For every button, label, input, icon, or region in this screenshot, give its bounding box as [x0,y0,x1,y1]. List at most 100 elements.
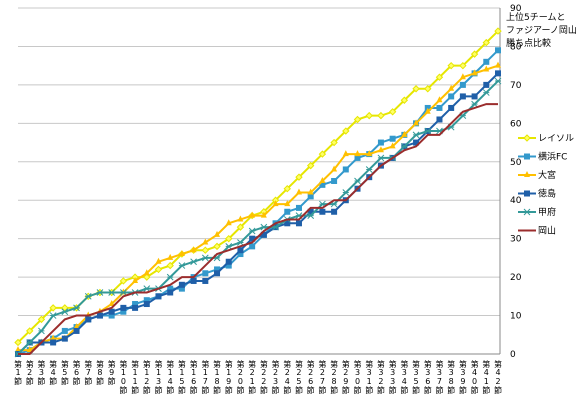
x-tick-label: 第33節 [388,359,397,395]
x-tick-label: 第38節 [447,359,456,395]
x-tick-label: 第8節 [95,359,104,386]
point [225,243,233,250]
point [26,339,34,346]
series-line [17,80,499,355]
x-tick-label: 第10節 [119,359,128,395]
point [523,208,531,216]
point [84,292,92,300]
point [523,134,531,142]
point [436,104,443,111]
point [237,251,244,258]
point [284,220,291,227]
x-tick-label: 第28節 [330,359,339,395]
x-tick-label: 第7節 [84,359,93,386]
x-tick-label: 第20節 [236,359,245,395]
point [38,327,45,335]
point [132,301,139,308]
point [166,261,174,270]
y-tick-label: 60 [510,119,522,129]
point [178,250,185,257]
point [447,61,455,70]
x-tick-label: 第21節 [248,359,257,395]
point [190,277,197,284]
chart-title: ファジアーノ岡山 [506,25,577,36]
point [202,277,209,284]
point [524,190,530,197]
x-tick-label: 第15節 [177,359,186,395]
y-tick-label: 70 [510,81,522,91]
point [524,153,530,160]
point [366,150,373,157]
point [61,308,69,316]
point [413,119,420,126]
y-tick-label: 40 [510,196,522,206]
point [132,304,139,311]
point [448,84,455,91]
x-tick-label: 第35節 [412,359,421,395]
point [424,107,431,114]
point [459,81,466,88]
x-tick-label: 第29節 [341,359,350,395]
point [237,239,244,246]
point [342,166,349,173]
point [132,276,139,283]
point [119,277,128,285]
point [413,139,420,146]
x-tick-label: 第42節 [494,359,503,395]
point [448,93,455,100]
y-tick-label: 30 [510,235,522,245]
point [483,65,490,72]
point [471,100,478,108]
x-tick-label: 第36節 [423,359,432,395]
point [14,338,22,347]
x-tick-label: 第30節 [353,359,362,395]
point [435,73,444,81]
point [249,211,256,218]
y-tick-label: 0 [510,350,516,360]
point [73,323,80,330]
point [143,297,150,304]
y-tick-label: 20 [510,273,522,283]
point [120,308,127,315]
point [237,247,244,254]
point [201,246,210,254]
point [155,257,162,264]
point [331,165,338,172]
point [73,304,80,312]
chart-title: 勝ち点比較 [506,37,551,49]
x-tick-label: 第26節 [306,359,315,395]
point [377,154,385,162]
point [190,258,197,266]
point [225,262,232,269]
point [190,246,197,253]
point [96,312,103,319]
y-tick-label: 80 [510,42,522,52]
point [108,300,115,307]
x-tick-label: 第37節 [435,359,444,395]
point [143,285,151,292]
point [354,154,361,161]
point [412,85,420,93]
point [178,281,185,288]
series-line [17,49,499,355]
point [108,289,116,296]
x-tick-label: 第32節 [376,359,385,395]
point [483,58,490,65]
point [436,96,443,103]
point [307,212,315,219]
point [167,289,174,296]
point [214,270,221,277]
point [318,150,327,158]
point [284,208,291,215]
point [307,193,314,200]
x-tick-label: 第3節 [37,359,46,386]
legend-label: 横浜FC [538,151,567,163]
point [201,254,209,262]
point [166,273,174,281]
x-tick-label: 第24節 [283,359,292,395]
point [354,177,361,185]
point [225,234,233,243]
point [306,161,315,170]
point [49,304,57,312]
point [96,289,104,296]
